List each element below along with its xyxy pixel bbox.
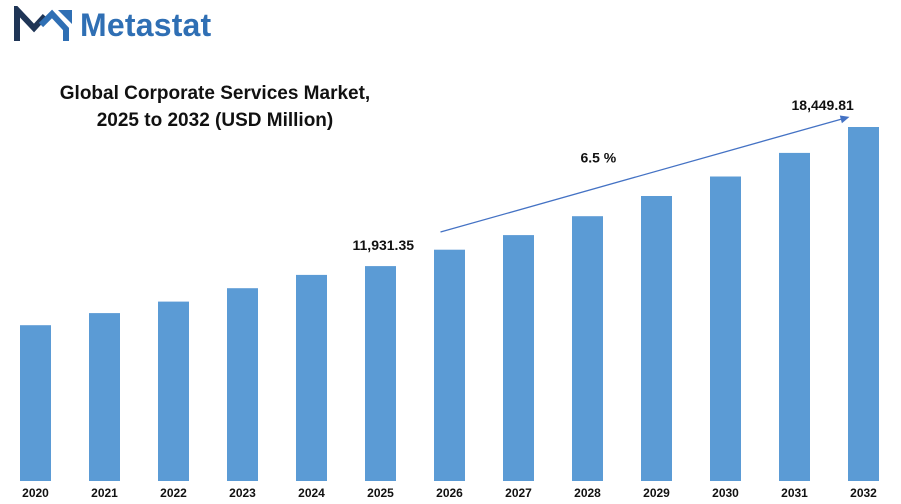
chart-title: Global Corporate Services Market, 2025 t…: [30, 80, 400, 134]
bar-2031: [779, 152, 810, 481]
metastat-logo-icon: [14, 6, 72, 41]
growth-arrow-head: [839, 115, 850, 124]
x-tick-2031: 2031: [781, 486, 808, 500]
growth-arrow: [440, 117, 846, 233]
x-axis-ticks: 2020 2021 2022 2023 2024 2025 2026 2027 2028 2029…: [22, 486, 877, 500]
x-tick-2022: 2022: [160, 486, 187, 500]
bar-2028: [572, 216, 603, 481]
end-value-label: 18,449.81: [792, 97, 854, 113]
x-tick-2028: 2028: [574, 486, 601, 500]
x-tick-2023: 2023: [229, 486, 256, 500]
bar-2029: [641, 196, 672, 481]
bar-2021: [89, 313, 120, 481]
x-tick-2027: 2027: [505, 486, 532, 500]
x-tick-2030: 2030: [712, 486, 739, 500]
start-value-label: 11,931.35: [353, 237, 415, 253]
bar-2020: [20, 325, 51, 481]
x-tick-2021: 2021: [91, 486, 118, 500]
x-tick-2032: 2032: [850, 486, 877, 500]
x-tick-2025: 2025: [367, 486, 394, 500]
bar-2025: [365, 266, 396, 481]
x-tick-2029: 2029: [643, 486, 670, 500]
brand-logo: Metastat: [14, 6, 211, 44]
brand-name: Metastat: [80, 7, 212, 43]
x-tick-2020: 2020: [22, 486, 49, 500]
bar-2024: [296, 274, 327, 481]
bar-2026: [434, 249, 465, 481]
annotations: 11,931.35 18,449.81 6.5 %: [353, 97, 854, 253]
bar-group: [20, 127, 879, 481]
bar-2030: [710, 176, 741, 481]
bar-2023: [227, 288, 258, 481]
bar-2032: [848, 127, 879, 481]
chart-title-line-2: 2025 to 2032 (USD Million): [96, 110, 334, 131]
bar-2027: [503, 235, 534, 481]
x-tick-2026: 2026: [436, 486, 463, 500]
chart-title-line-1: Global Corporate Services Market,: [59, 83, 371, 104]
bar-2022: [158, 301, 189, 481]
x-tick-2024: 2024: [298, 486, 325, 500]
cagr-label: 6.5 %: [580, 149, 616, 165]
